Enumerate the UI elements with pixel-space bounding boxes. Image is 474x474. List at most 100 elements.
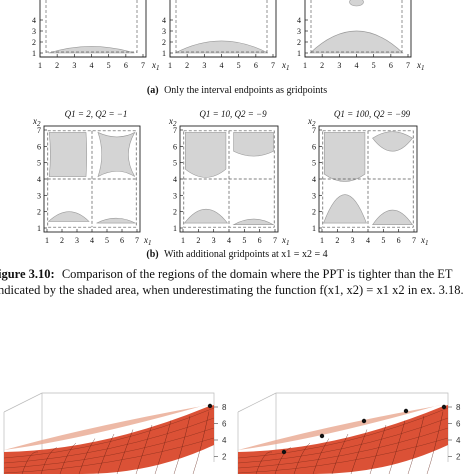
z-tick-label: 4 <box>222 436 227 445</box>
y-axis-label: x2 <box>32 116 41 128</box>
y-axis-label-base: x <box>32 116 37 126</box>
x-axis-label: x1 <box>420 235 429 247</box>
y-tick-label: 3 <box>173 191 177 200</box>
shaded-region <box>175 40 268 54</box>
x-tick-label: 1 <box>168 61 172 70</box>
panel-title: Q1 = 100, Q2 = −99 <box>334 109 411 119</box>
x-tick-label: 6 <box>120 236 124 245</box>
x-tick-label: 1 <box>38 61 42 70</box>
y-axis-label-sub: 2 <box>37 120 41 128</box>
y-tick-label: 1 <box>37 224 41 233</box>
y-tick-label: 1 <box>32 49 36 58</box>
gridpoint-dot <box>281 449 287 455</box>
surface-plot-right: 8 6 4 2 <box>237 392 461 474</box>
y-tick-label: 4 <box>312 175 316 184</box>
surface-lower <box>4 405 214 474</box>
x-axis-label: x1 <box>416 60 425 72</box>
shaded-region <box>183 208 229 224</box>
plot-frame <box>39 0 147 58</box>
surface-lower <box>238 405 448 474</box>
plot-frame <box>304 0 412 58</box>
x-tick-label: 2 <box>185 61 189 70</box>
gridpoint-dot <box>361 418 367 424</box>
y-axis-label: x2 <box>168 116 177 128</box>
y-tick-label: 1 <box>162 49 166 58</box>
shaded-region <box>47 211 90 222</box>
z-tick-label: 2 <box>456 453 461 462</box>
mesh-line <box>293 442 311 474</box>
x-axis-label-base: x <box>151 60 156 70</box>
x-tick-label: 1 <box>181 236 185 245</box>
x-tick-label: 1 <box>320 236 324 245</box>
x-tick-label: 6 <box>124 61 128 70</box>
y-tick-label: 1 <box>312 224 316 233</box>
x-tick-label: 7 <box>141 61 145 70</box>
x-tick-label: 6 <box>254 61 258 70</box>
y-tick-label: 2 <box>312 208 316 217</box>
y-tick-label: 3 <box>312 191 316 200</box>
shaded-region <box>97 131 136 178</box>
shaded-region <box>232 218 275 226</box>
x-tick-label: 7 <box>271 61 275 70</box>
shaded-region <box>372 131 413 152</box>
y-tick-label: 2 <box>32 38 36 47</box>
shaded-region <box>323 194 367 224</box>
y-tick-label: 5 <box>312 159 316 168</box>
subcaption-b: (b) With additional gridpoints at x1 = x… <box>146 249 327 260</box>
x-axis-label-base: x <box>416 60 421 70</box>
gridpoint-dot <box>319 433 325 439</box>
x-tick-label: 2 <box>60 236 64 245</box>
mesh-line <box>369 424 387 474</box>
shaded-region <box>48 46 135 54</box>
figure-caption-line1: igure 3.10: Comparison of the regions of… <box>0 267 453 281</box>
x-tick-label: 4 <box>355 61 359 70</box>
y-tick-label: 4 <box>297 16 301 25</box>
z-tick-label: 2 <box>222 453 227 462</box>
shaded-region <box>48 132 88 177</box>
y-tick-label: 3 <box>37 191 41 200</box>
y-axis-label-sub: 2 <box>173 120 177 128</box>
mesh-line <box>350 429 368 474</box>
x-tick-label: 3 <box>72 61 76 70</box>
x-axis-label-base: x <box>143 235 148 245</box>
x-tick-label: 2 <box>55 61 59 70</box>
shaded-region <box>309 30 404 54</box>
panel-title: Q1 = 2, Q2 = −1 <box>65 109 128 119</box>
shaded-region <box>372 209 414 226</box>
shaded-region <box>185 132 227 178</box>
x-axis-label-sub: 1 <box>286 239 290 247</box>
x-axis-label: x1 <box>143 235 152 247</box>
x-tick-label: 7 <box>135 236 139 245</box>
x-axis-label-base: x <box>420 235 425 245</box>
y-tick-label: 3 <box>162 27 166 36</box>
mesh-line <box>237 407 449 459</box>
x-tick-label: 4 <box>227 236 231 245</box>
shaded-region <box>96 217 136 224</box>
x-axis-label-sub: 1 <box>425 239 429 247</box>
y-tick-label: 2 <box>37 208 41 217</box>
mesh-line <box>388 420 406 474</box>
y-tick-label: 4 <box>32 16 36 25</box>
x-axis-label-sub: 1 <box>148 239 152 247</box>
x-tick-label: 2 <box>335 236 339 245</box>
shaded-region-top <box>349 0 364 7</box>
x-tick-label: 5 <box>105 236 109 245</box>
x-axis-label-base: x <box>281 235 286 245</box>
x-tick-label: 3 <box>75 236 79 245</box>
mesh-line <box>237 417 449 464</box>
x-tick-label: 1 <box>303 61 307 70</box>
subcaption-a-label: (a) <box>147 85 159 96</box>
x-tick-label: 5 <box>242 236 246 245</box>
x-tick-label: 7 <box>406 61 410 70</box>
shaded-region <box>233 132 274 157</box>
y-tick-label: 7 <box>37 126 41 135</box>
y-tick-label: 7 <box>173 126 177 135</box>
y-tick-label: 6 <box>173 142 177 151</box>
x-tick-label: 6 <box>397 236 401 245</box>
mesh-line <box>3 437 215 474</box>
